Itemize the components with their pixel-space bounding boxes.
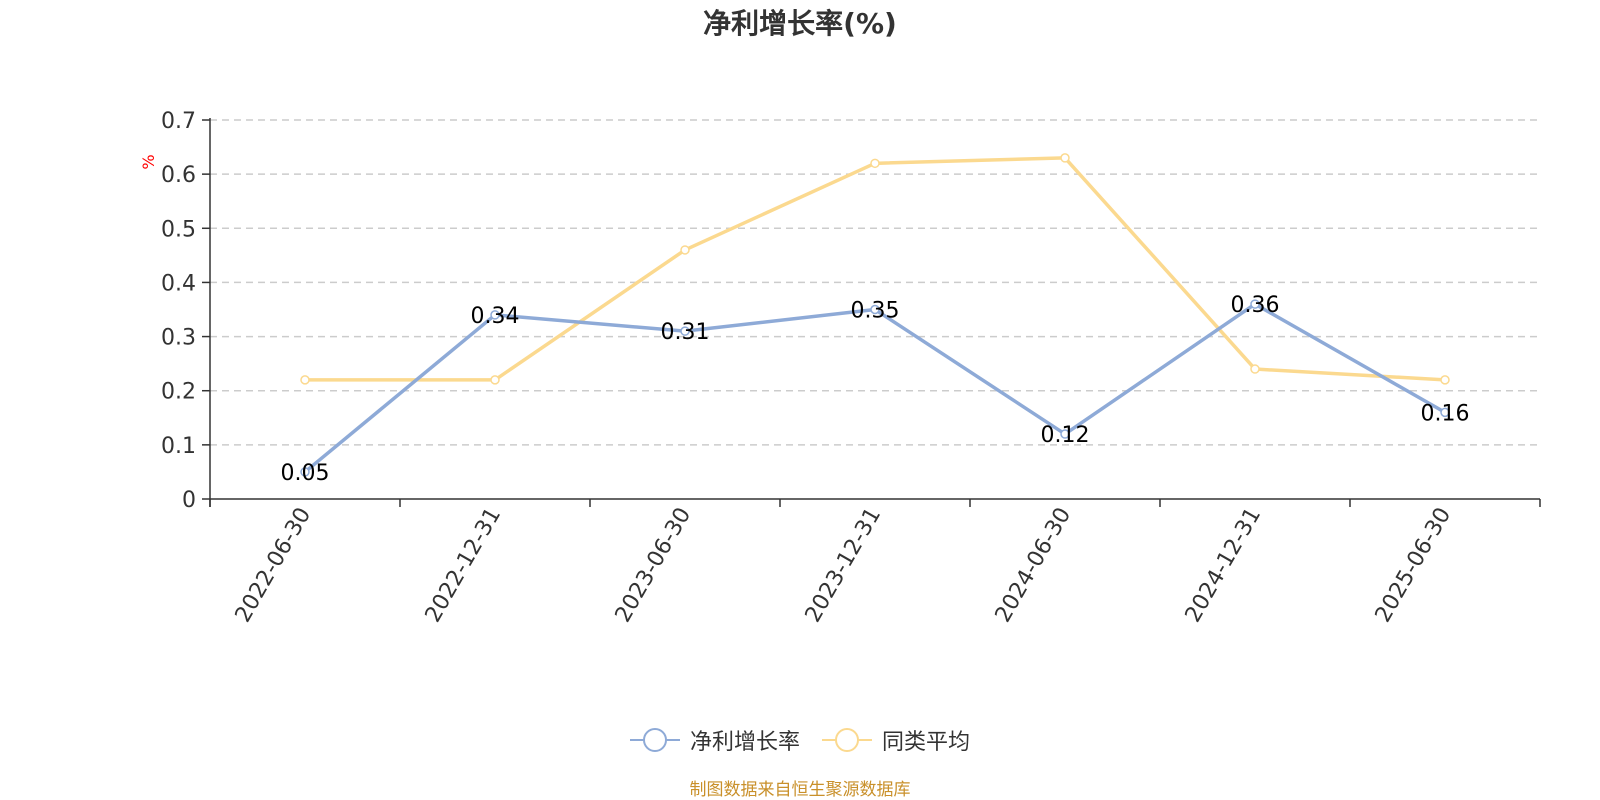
data-point[interactable]	[680, 326, 690, 336]
data-point[interactable]	[1440, 375, 1450, 385]
data-point[interactable]	[1060, 153, 1070, 163]
legend-label-net-profit-growth: 净利增长率	[689, 730, 800, 755]
data-point[interactable]	[870, 304, 880, 315]
legend-item-peer-average[interactable]: 同类平均	[822, 724, 970, 756]
data-point[interactable]	[680, 245, 690, 255]
legend: 净利增长率 同类平均	[0, 720, 1600, 760]
y-tick-label: 0.1	[161, 434, 196, 459]
data-label: 0.05	[281, 461, 330, 486]
y-tick-label: 0.5	[161, 217, 196, 242]
data-point[interactable]	[490, 375, 500, 385]
legend-marker-net-profit-growth	[629, 728, 680, 752]
data-label: 0.12	[1041, 423, 1090, 448]
data-point[interactable]	[300, 375, 310, 385]
data-point[interactable]	[1440, 407, 1450, 418]
y-tick-label: 0.2	[161, 380, 196, 405]
data-source-note: 制图数据来自恒生聚源数据库	[689, 780, 911, 800]
data-point[interactable]	[490, 310, 500, 320]
x-tick-label: 2025-06-30	[1371, 504, 1457, 627]
data-point[interactable]	[1250, 364, 1260, 374]
legend-marker-peer-average	[822, 728, 872, 752]
data-label: 0.34	[471, 304, 520, 329]
y-tick-label: 0.4	[161, 271, 196, 296]
data-label: 0.35	[851, 299, 900, 324]
y-tick-label: 0.3	[161, 326, 196, 351]
y-tick-label: 0.7	[161, 109, 196, 134]
y-axis-unit: %	[139, 154, 158, 169]
data-label: 0.31	[661, 320, 710, 345]
data-point[interactable]	[1060, 429, 1070, 439]
data-point[interactable]	[1250, 299, 1260, 309]
x-tick-label: 2022-06-30	[231, 504, 317, 627]
x-tick-label: 2024-06-30	[991, 504, 1077, 627]
data-point[interactable]	[300, 467, 310, 477]
legend-label-peer-average: 同类平均	[882, 730, 971, 755]
x-tick-label: 2022-12-31	[421, 504, 507, 627]
x-tick-label: 2024-12-31	[1181, 504, 1267, 627]
chart-title: 净利增长率(%)	[703, 7, 897, 40]
x-tick-label: 2023-06-30	[611, 504, 697, 627]
data-label: 0.36	[1231, 293, 1280, 318]
series-line-1	[305, 156, 1446, 382]
y-tick-label: 0	[182, 488, 196, 513]
y-tick-label: 0.6	[161, 163, 196, 188]
legend-item-net-profit-growth[interactable]: 净利增长率	[629, 724, 800, 756]
data-point[interactable]	[870, 158, 880, 169]
x-tick-label: 2023-12-31	[801, 504, 887, 627]
data-label: 0.16	[1421, 401, 1470, 426]
series-line-0	[303, 302, 1446, 474]
